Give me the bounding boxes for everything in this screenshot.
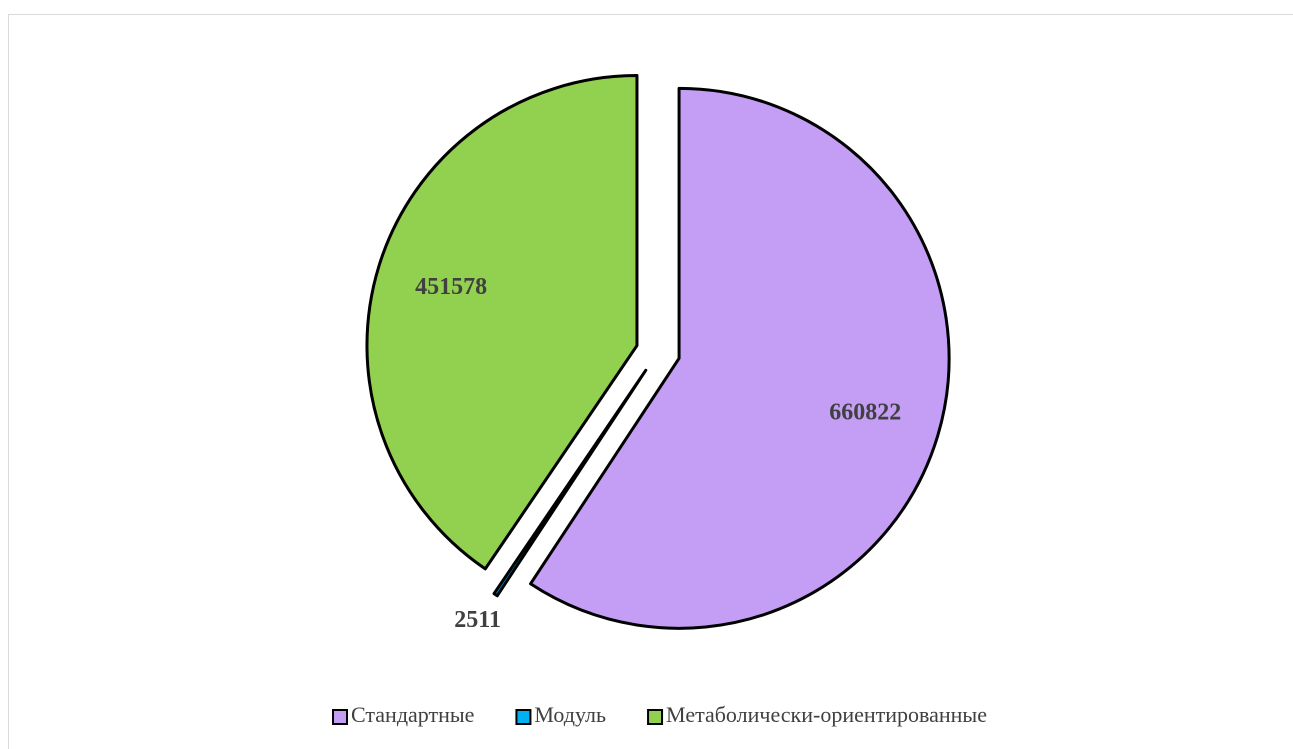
legend-label: Метаболически-ориентированные — [666, 702, 987, 727]
data-label: 2511 — [454, 607, 501, 633]
legend-swatch — [647, 709, 664, 725]
legend-label: Стандартные — [351, 702, 474, 727]
pie-slice — [492, 368, 648, 598]
legend-label: Модуль — [534, 702, 606, 727]
legend-swatch — [332, 709, 349, 725]
legend-swatch — [515, 709, 532, 725]
pie-slice — [365, 74, 639, 571]
pie-slice — [529, 86, 951, 630]
data-label: 451578 — [415, 274, 487, 300]
chart-area — [8, 14, 1293, 749]
data-label: 660822 — [829, 400, 901, 426]
